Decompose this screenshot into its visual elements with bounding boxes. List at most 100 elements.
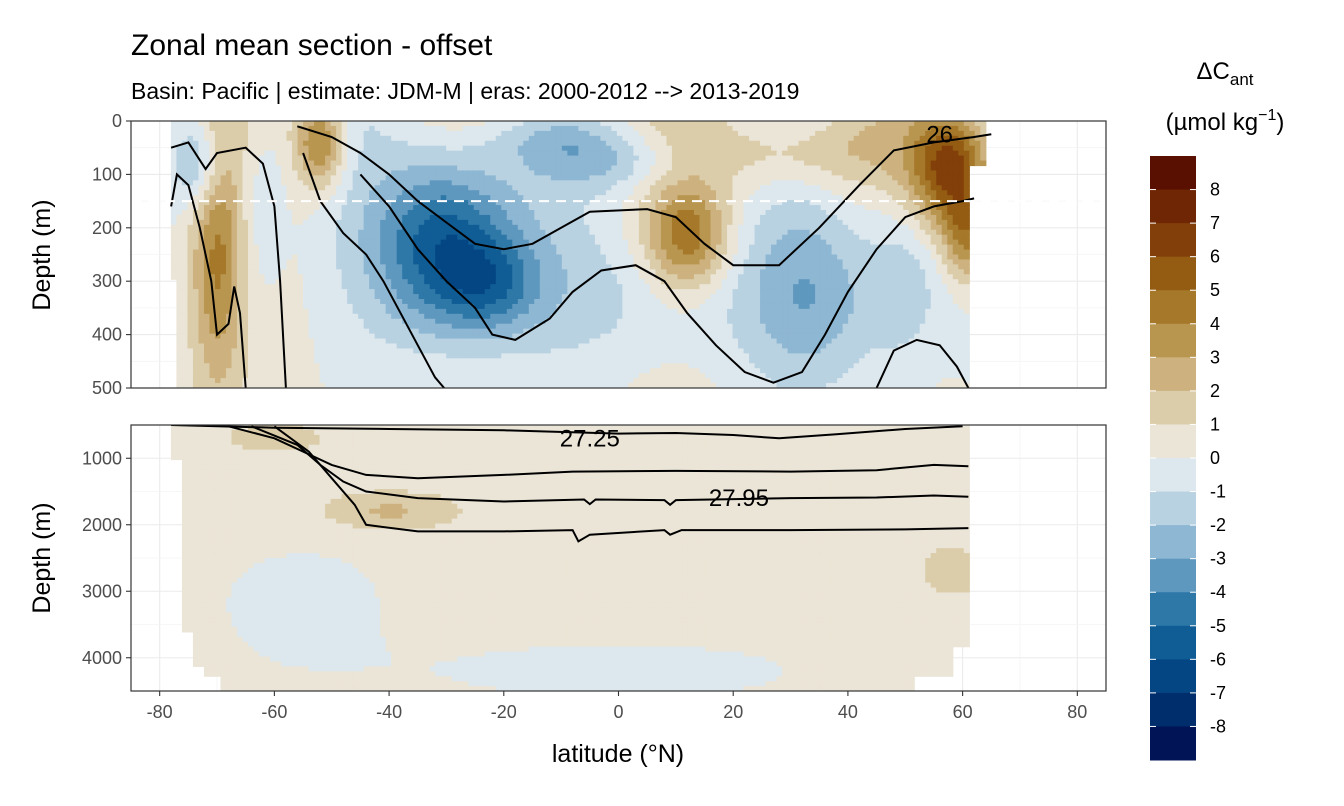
field-cell [528,214,535,221]
field-cell [727,135,734,142]
field-cell [936,180,943,186]
field-cell [308,284,315,290]
field-cell [468,125,475,132]
field-cell [666,190,673,196]
field-cell [589,150,596,157]
field-cell [721,130,728,137]
field-cell [297,274,304,280]
field-cell [743,170,750,176]
field-cell [446,200,453,206]
field-cell [341,200,348,206]
field-cell [611,140,618,147]
field-cell [963,145,970,152]
field-cell [594,170,601,176]
field-cell [473,205,480,211]
field-cell [385,160,392,167]
field-cell [760,224,767,231]
field-cell [517,200,524,206]
field-cell [875,185,882,191]
field-cell [325,195,332,201]
field-cell [677,121,684,127]
field-cell [253,135,260,142]
field-cell [292,205,299,211]
field-cell [424,219,431,226]
field-cell [369,155,376,162]
field-cell [611,125,618,132]
field-cell [704,170,712,176]
field-cell [281,155,288,162]
field-cell [352,205,359,211]
field-cell [881,170,888,176]
field-cell [561,165,568,172]
field-cell [341,190,348,196]
field-cell [738,130,745,137]
field-cell [369,195,376,201]
field-cell [545,244,552,251]
field-cell [314,185,321,191]
field-cell [319,264,326,270]
field-cell [875,214,882,221]
field-cell [457,121,464,127]
field-cell [170,180,178,186]
field-cell [914,190,921,196]
field-cell [897,279,904,285]
field-cell [248,210,255,216]
field-cell [611,249,618,256]
field-cell [236,259,244,265]
field-cell [798,130,805,137]
field-cell [506,170,513,176]
field-cell [644,175,651,181]
field-cell [952,150,959,157]
field-cell [264,249,271,256]
field-cell [242,170,249,176]
field-cell [699,214,706,221]
field-cell [424,165,431,172]
field-cell [523,210,530,216]
field-cell [435,279,442,285]
field-cell [495,239,502,246]
field-cell [727,254,734,261]
field-cell [187,195,194,201]
field-cell [721,195,728,201]
field-cell [512,200,519,206]
field-cell [402,165,409,172]
field-cell [925,165,932,172]
field-cell [787,259,794,265]
field-cell [947,219,954,226]
field-cell [594,214,601,221]
field-cell [396,165,403,172]
field-cell [281,224,288,231]
field-cell [198,205,205,211]
field-cell [754,130,761,137]
field-cell [248,229,255,236]
field-cell [561,249,568,256]
field-cell [760,210,767,216]
field-cell [270,210,277,216]
field-cell [727,121,734,127]
field-cell [225,229,233,236]
field-cell [325,165,332,172]
field-cell [958,284,965,290]
field-cell [231,175,238,181]
field-cell [275,140,282,147]
field-cell [660,135,668,142]
field-cell [402,145,409,152]
field-cell [721,170,728,176]
field-cell [605,160,612,167]
field-cell [512,279,519,285]
field-cell [710,239,717,246]
field-cell [236,214,244,221]
field-cell [704,121,712,127]
field-cell [352,264,359,270]
field-cell [308,195,315,201]
field-cell [815,279,822,285]
field-cell [749,190,756,196]
field-cell [600,165,607,172]
field-cell [429,205,436,211]
field-cell [534,219,541,226]
field-cell [446,224,453,231]
field-cell [424,121,431,127]
field-cell [859,140,866,147]
field-cell [517,239,524,246]
field-cell [677,249,684,256]
